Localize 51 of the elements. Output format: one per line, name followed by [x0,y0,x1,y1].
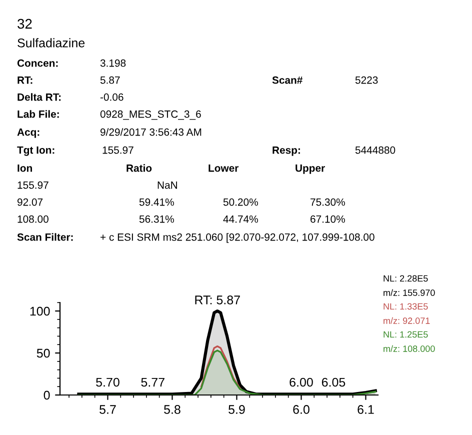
text: Lower [208,164,239,172]
x-tick-label: 6.1 [358,405,374,414]
text: Upper [296,164,325,174]
y-tick-label: 0 [44,390,50,400]
text: Ratio [126,164,152,172]
annotation: 6.00 [290,378,313,387]
x-tick-label: 5.8 [164,405,180,414]
text: 0928_MES_STC_3_6 [100,110,201,120]
text: 155.97 [102,146,134,154]
text: 75.30% [310,198,345,206]
text: 5223 [355,76,378,84]
text: Resp: [272,146,300,156]
text: 9/29/2017 3:56:43 AM [100,128,202,136]
text: 3.198 [100,59,126,67]
text: Ion [18,164,32,172]
text: Scan# [272,76,303,84]
text: 155.97 [18,181,48,189]
text: NL: 2.28E5 m/z: 155.970 [384,275,435,296]
text: Concen: [17,59,58,67]
annotation: 5.70 [96,378,120,387]
text: 56.31% [139,215,174,223]
x-tick-label: 5.7 [100,405,116,414]
text: Delta RT: [18,93,61,101]
y-tick-label: 50 [36,348,50,358]
text: 67.10% [310,215,345,223]
text: + c ESI SRM ms2 251.060 [92.070-92.072, 107.999-108.00 [100,233,374,243]
annotation: 5.77 [141,378,164,387]
text: 5444880 [355,146,396,154]
chart-title: 32 [18,18,32,29]
x-tick-label: 6.0 [293,405,310,414]
text: Acq: [17,128,40,138]
text: -0.06 [100,93,124,101]
text: 59.41% [139,198,174,206]
y-tick-label: 100 [30,306,50,316]
chart-subtitle: Sulfadiazine [18,38,85,48]
text: Lab File: [18,110,59,118]
text: 50.20% [223,198,258,206]
text: 92.07 [17,198,43,206]
x-tick-label: 5.9 [228,405,245,414]
text: Tgt Ion: [17,146,54,156]
text: NL: 1.25E5 m/z: 108.000 [384,331,435,352]
annotation: 6.05 [322,378,346,387]
line-series [200,345,241,390]
annotation: RT: 5.87 [195,296,240,304]
text: NL: 1.33E5 m/z: 92.071 [384,303,430,324]
text: 5.87 [100,76,120,84]
text: Scan Filter: [17,233,73,241]
text: 44.74% [223,215,258,223]
text: NaN [158,182,177,189]
text: RT: [18,76,32,84]
text: 108.00 [18,215,48,223]
